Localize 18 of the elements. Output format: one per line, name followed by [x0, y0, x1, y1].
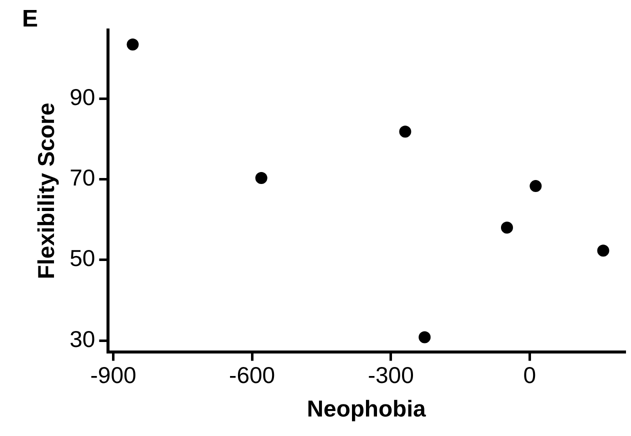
y-tick-label: 30 [70, 326, 96, 352]
x-tick-label: -900 [90, 362, 136, 388]
y-tick-label: 50 [70, 245, 96, 272]
x-tick-label: -300 [368, 362, 414, 388]
y-tick-label: 90 [70, 84, 96, 110]
point [126, 38, 139, 51]
x-axis-title: Neophobia [306, 396, 426, 422]
y-tick-label: 70 [70, 164, 96, 191]
y-axis-title: Flexibility Score [33, 102, 60, 280]
point [255, 172, 268, 184]
x-tick-label: -600 [229, 362, 276, 388]
text: E [22, 6, 38, 33]
x-tick-label: 0 [523, 362, 536, 388]
point [530, 180, 542, 192]
point [500, 222, 513, 234]
point [597, 244, 610, 257]
point [399, 126, 412, 138]
point [418, 331, 431, 344]
